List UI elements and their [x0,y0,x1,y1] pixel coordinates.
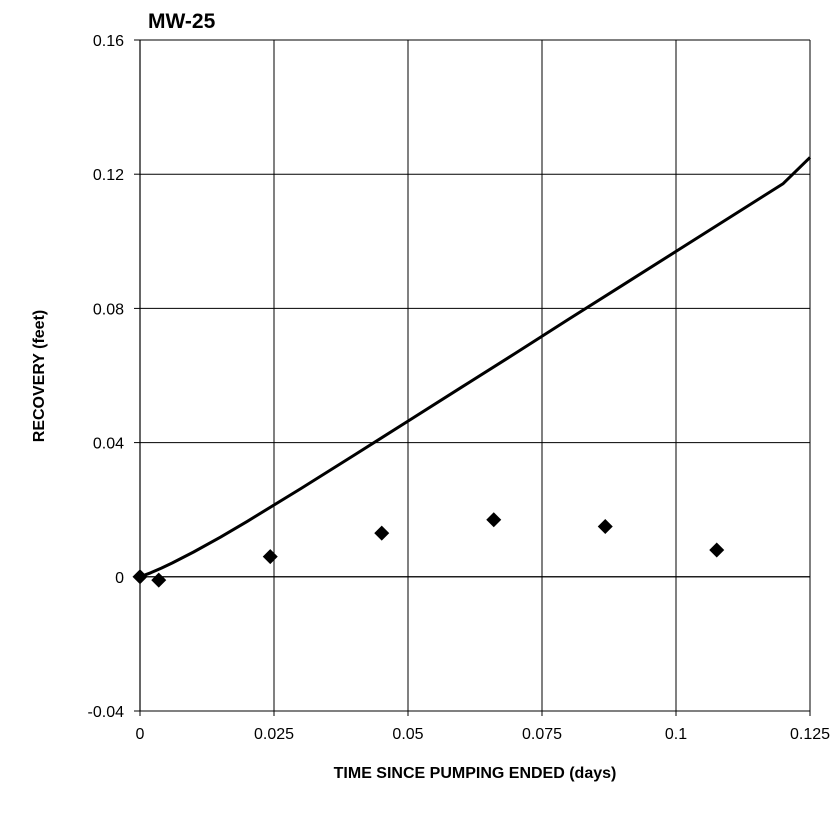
y-tick-label: 0.08 [93,301,124,318]
series-layer [132,156,812,588]
x-axis-title: TIME SINCE PUMPING ENDED (days) [334,765,617,782]
data-point-diamond [597,518,613,534]
x-tick-label: 0.1 [665,726,687,743]
y-tick-label: 0.16 [93,33,124,50]
label-layer: MW-25 TIME SINCE PUMPING ENDED (days) RE… [31,10,830,782]
recovery-curve [139,156,812,579]
x-tick-label: 0.075 [522,726,562,743]
grid-layer [139,39,811,712]
data-point-diamond [151,572,167,588]
data-point-diamond [374,525,390,541]
data-point-diamond [262,549,278,565]
x-tick-label: 0.025 [254,726,294,743]
chart-title: MW-25 [148,10,216,33]
y-tick-label: 0 [115,570,124,587]
x-tick-label: 0.05 [392,726,423,743]
y-tick-label: -0.04 [88,704,125,721]
x-tick-label: 0.125 [790,726,830,743]
data-point-diamond [709,542,725,558]
y-tick-label: 0.04 [93,436,124,453]
axis-layer [134,39,811,716]
x-tick-label: 0 [136,726,145,743]
data-point-diamond [486,512,502,528]
y-tick-label: 0.12 [93,167,124,184]
y-axis-title: RECOVERY (feet) [31,310,48,442]
